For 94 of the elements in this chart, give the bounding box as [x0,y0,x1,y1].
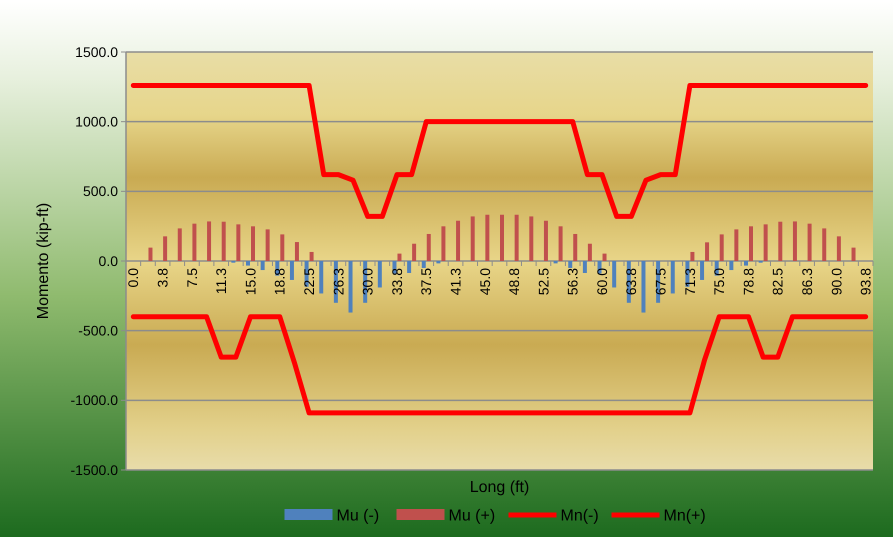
bar [588,244,592,261]
bar [529,216,534,261]
bar [397,254,402,261]
x-tick-label: 15.0 [242,268,258,296]
legend-label: Mn(+) [664,508,706,525]
bar [378,261,382,288]
x-tick-label: 0.0 [125,268,142,288]
bar [558,226,563,261]
bar [700,261,704,280]
x-tick-label: 22.5 [300,268,317,296]
bar [310,252,314,261]
x-tick-label: 45.0 [476,268,493,296]
bar [852,248,856,261]
bar [251,226,255,261]
bar [720,234,724,261]
bar [764,224,768,261]
bar [744,261,748,266]
x-tick-label: 71.3 [682,268,698,296]
bar [514,214,519,261]
bar [485,214,490,261]
bar [294,242,299,261]
bar [568,261,572,268]
bar [690,252,694,261]
bar [348,261,353,313]
y-tick-label: 1000.0 [75,114,118,130]
legend-label: Mn(-) [560,508,599,525]
x-tick-label: 86.3 [798,268,815,296]
bar [192,224,196,261]
x-tick-label: 48.8 [506,268,522,296]
bar [749,226,753,261]
y-tick-label: -1000.0 [70,392,118,408]
x-tick-label: 3.8 [154,268,171,288]
bar [148,248,152,261]
bar [407,261,412,273]
bar [808,224,812,261]
x-tick-label: 41.3 [447,268,464,296]
x-tick-label: 78.8 [740,268,756,296]
x-axis-title: Long (ft) [470,479,530,496]
bar [573,234,578,261]
bar [470,216,475,261]
y-axis-title: Momento (kip-ft) [35,202,52,320]
bar [456,220,460,261]
x-tick-label: 11.3 [213,268,230,294]
bar [260,261,265,270]
bar [729,261,734,270]
x-tick-label: 93.8 [858,268,874,296]
legend-label: Mu (-) [336,508,380,525]
bar [412,244,416,261]
bar [426,234,431,261]
bar [441,226,446,261]
x-tick-label: 67.5 [652,268,669,296]
bar [266,229,270,261]
x-tick-label: 60.0 [594,268,610,296]
x-tick-label: 7.5 [184,268,200,288]
bar [670,261,675,294]
legend-label: Mu (+) [448,508,496,525]
bar [544,220,548,261]
bar [222,222,226,261]
x-tick-label: 52.5 [535,268,552,296]
x-tick-label: 26.3 [330,268,346,296]
bar [500,214,504,261]
y-tick-label: -1500.0 [70,462,118,478]
bar [163,236,168,261]
bar [792,221,797,261]
bar [836,236,841,261]
x-tick-label: 33.8 [388,268,405,296]
bar [246,261,250,266]
x-tick-label: 82.5 [770,268,786,296]
bar [178,228,182,261]
x-tick-label: 75.0 [711,268,728,296]
bar [207,221,212,261]
bar [612,261,616,288]
x-tick-label: 90.0 [828,268,844,296]
y-tick-label: 0.0 [98,252,118,269]
y-tick-label: -500.0 [78,322,118,339]
bar [422,261,426,268]
bar [734,229,738,261]
bar [641,261,646,313]
x-tick-label: 30.0 [360,268,376,296]
x-tick-label: 56.3 [564,268,581,296]
y-tick-label: 1500.0 [75,44,118,60]
bar [602,254,607,261]
bar [822,228,826,261]
x-tick-label: 18.8 [272,268,288,296]
bar [319,261,324,294]
x-tick-label: 63.8 [623,268,640,296]
bar [236,224,240,261]
x-tick-label: 37.5 [418,268,434,296]
bar [705,242,710,261]
bar [290,261,294,280]
y-tick-label: 500.0 [82,183,118,200]
bar [280,234,284,261]
bar [778,222,782,261]
bar [582,261,587,273]
